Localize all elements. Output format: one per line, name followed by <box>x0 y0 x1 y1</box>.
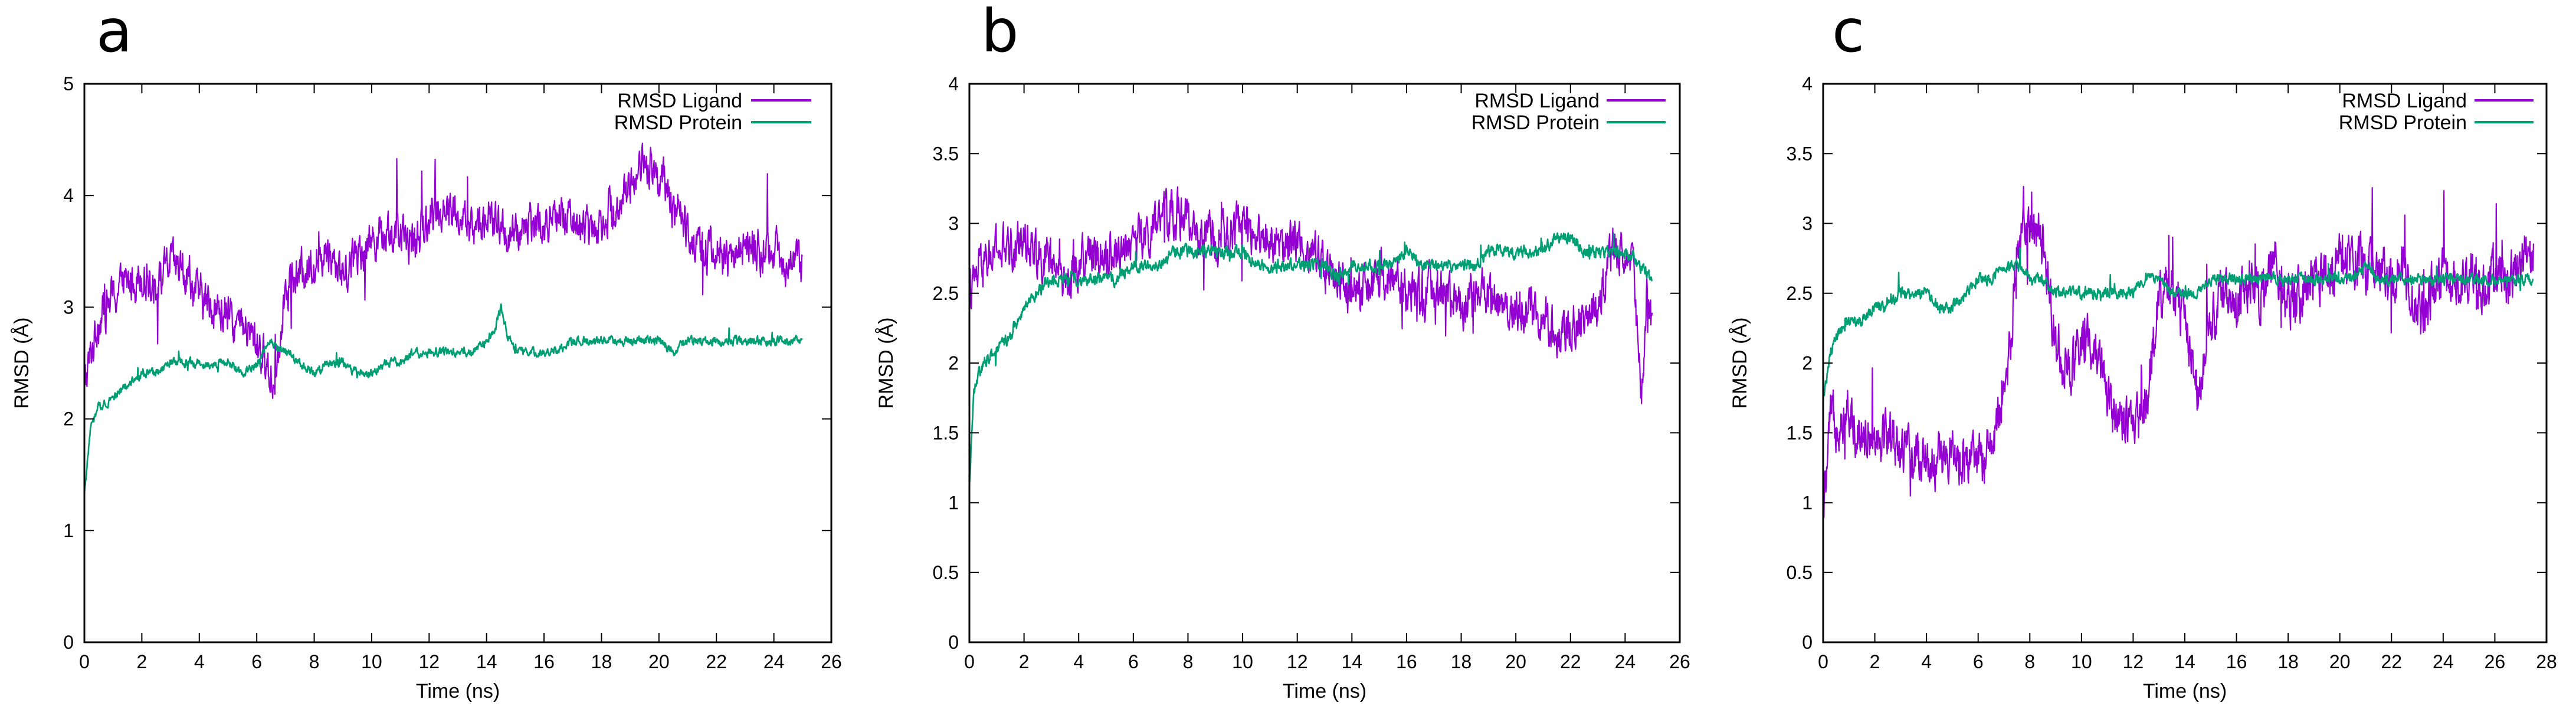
panel-a-legend-ligand-label: RMSD Ligand <box>617 90 742 112</box>
panel-c-y-tick-label: 2 <box>1802 352 1813 374</box>
panel-a-y-tick-label: 0 <box>63 632 74 653</box>
panel-a-x-tick-label: 16 <box>533 651 555 672</box>
panel-a-y-tick-label: 2 <box>63 408 74 430</box>
panel-c-y-tick-label: 3 <box>1802 213 1813 234</box>
panel-a-legend: RMSD Ligand RMSD Protein <box>614 90 811 134</box>
panel-c-y-axis-label: RMSD (Å) <box>1729 318 1751 409</box>
panel-b-series-protein-line <box>968 232 1653 486</box>
panel-b-legend-ligand-label: RMSD Ligand <box>1474 90 1600 112</box>
panel-c-x-tick-label: 22 <box>2381 651 2402 672</box>
panel-b-y-tick-label: 1 <box>948 492 959 514</box>
panel-c-series-protein-line <box>1822 247 2534 403</box>
panel-b-x-tick-label: 18 <box>1451 651 1472 672</box>
panel-b-y-tick-label: 1.5 <box>933 422 959 443</box>
panel-b-y-tick-label: 4 <box>948 73 959 94</box>
panel-a-label: a <box>96 0 132 66</box>
panel-a-x-tick-label: 12 <box>419 651 440 672</box>
panel-a-x-tick-label: 10 <box>361 651 382 672</box>
panel-b-y-tick-label: 2 <box>948 352 959 374</box>
panel-a-x-tick-label: 22 <box>706 651 727 672</box>
panel-c-legend-protein-label: RMSD Protein <box>2339 112 2467 134</box>
panel-c-y-tick-label: 0.5 <box>1787 562 1813 583</box>
panel-c-y-tick-label: 1 <box>1802 492 1813 514</box>
panel-a-x-tick-label: 8 <box>309 651 320 672</box>
panel-b-x-tick-label: 4 <box>1073 651 1084 672</box>
panel-c-y-tick-label: 3.5 <box>1787 143 1813 164</box>
panel-a-x-tick-label: 4 <box>194 651 205 672</box>
panel-a-series-ligand-line <box>83 142 803 399</box>
panel-c: c 0 2 4 6 8 10 12 14 16 18 20 22 24 26 2800.511.522.53… <box>1729 0 2557 702</box>
panel-a-y-tick-label: 1 <box>63 520 74 541</box>
panel-c-x-tick-label: 24 <box>2433 651 2454 672</box>
panel-b-x-tick-label: 26 <box>1669 651 1690 672</box>
panel-a-y-axis-label: RMSD (Å) <box>11 318 33 409</box>
panel-a-x-tick-label: 26 <box>821 651 842 672</box>
panel-a-x-tick-label: 6 <box>251 651 262 672</box>
panel-b-x-tick-label: 16 <box>1396 651 1417 672</box>
panel-b-y-axis-label: RMSD (Å) <box>875 318 897 409</box>
panel-b-y-tick-label: 0 <box>948 632 959 653</box>
panel-a-y-tick-label: 4 <box>63 185 74 206</box>
panel-c-series-ligand-line <box>1822 185 2534 519</box>
panel-c-x-tick-label: 14 <box>2174 651 2195 672</box>
panel-b-x-tick-label: 22 <box>1560 651 1581 672</box>
panel-b-y-tick-label: 3 <box>948 213 959 234</box>
panel-b-x-tick-label: 2 <box>1019 651 1030 672</box>
panel-b-x-tick-label: 12 <box>1287 651 1308 672</box>
panel-b-y-tick-label: 0.5 <box>933 562 959 583</box>
panel-b: b 0 2 4 6 8 10 12 14 16 18 20 22 24 2600.511.522.533.… <box>875 0 1690 702</box>
panel-c-y-tick-label: 0 <box>1802 632 1813 653</box>
panel-c-x-tick-label: 4 <box>1921 651 1932 672</box>
panel-c-legend-ligand-label: RMSD Ligand <box>2342 90 2467 112</box>
panel-a-x-tick-label: 18 <box>591 651 612 672</box>
panel-b-x-tick-label: 24 <box>1615 651 1636 672</box>
panel-c-label: c <box>1832 0 1864 66</box>
panel-b-x-tick-label: 20 <box>1505 651 1526 672</box>
panel-b-label: b <box>981 0 1018 66</box>
panel-a-plot-frame <box>83 83 833 643</box>
panel-b-legend: RMSD Ligand RMSD Protein <box>1471 90 1666 134</box>
panel-b-plot-frame <box>968 83 1681 643</box>
panel-b-x-tick-label: 10 <box>1232 651 1253 672</box>
panel-c-x-tick-label: 16 <box>2226 651 2247 672</box>
panel-b-legend-protein-label: RMSD Protein <box>1471 112 1600 134</box>
panel-b-x-tick-label: 14 <box>1342 651 1363 672</box>
panel-c-x-axis-label: Time (ns) <box>2143 680 2227 702</box>
panel-c-x-tick-label: 10 <box>2071 651 2092 672</box>
panel-a-y-tick-label: 5 <box>63 73 74 94</box>
panel-c-y-tick-label: 1.5 <box>1787 422 1813 443</box>
panel-a-x-tick-label: 0 <box>79 651 90 672</box>
panel-c-x-tick-label: 20 <box>2329 651 2351 672</box>
panel-c-x-tick-label: 0 <box>1818 651 1828 672</box>
panel-c-x-tick-label: 6 <box>1973 651 1984 672</box>
panel-a-legend-protein-label: RMSD Protein <box>614 112 742 134</box>
panel-b-x-tick-label: 0 <box>964 651 975 672</box>
panel-b-x-axis-label: Time (ns) <box>1283 680 1366 702</box>
panel-c-legend: RMSD Ligand RMSD Protein <box>2339 90 2534 134</box>
panel-c-x-tick-label: 26 <box>2485 651 2506 672</box>
panel-b-x-tick-label: 6 <box>1128 651 1139 672</box>
panel-a-y-tick-label: 3 <box>63 296 74 318</box>
panel-c-x-tick-label: 28 <box>2536 651 2557 672</box>
panel-c-x-tick-label: 18 <box>2277 651 2299 672</box>
panel-c-y-tick-label: 2.5 <box>1787 283 1813 304</box>
panel-b-x-tick-label: 8 <box>1183 651 1194 672</box>
panel-b-y-tick-label: 2.5 <box>933 283 959 304</box>
panel-b-y-tick-label: 3.5 <box>933 143 959 164</box>
panel-a-series-protein-line <box>83 303 803 496</box>
panel-a-x-tick-label: 20 <box>648 651 670 672</box>
panel-c-x-tick-label: 2 <box>1870 651 1880 672</box>
panel-c-plot-frame <box>1822 83 2548 643</box>
panel-c-x-tick-label: 8 <box>2024 651 2035 672</box>
panel-a-x-tick-label: 24 <box>763 651 785 672</box>
panel-c-y-tick-label: 4 <box>1802 73 1813 94</box>
panel-c-x-tick-label: 12 <box>2123 651 2144 672</box>
panel-a-x-axis-label: Time (ns) <box>416 680 500 702</box>
panel-a-x-tick-label: 2 <box>136 651 147 672</box>
panel-b-series-ligand-line <box>968 186 1653 404</box>
panel-a-x-tick-label: 14 <box>476 651 497 672</box>
